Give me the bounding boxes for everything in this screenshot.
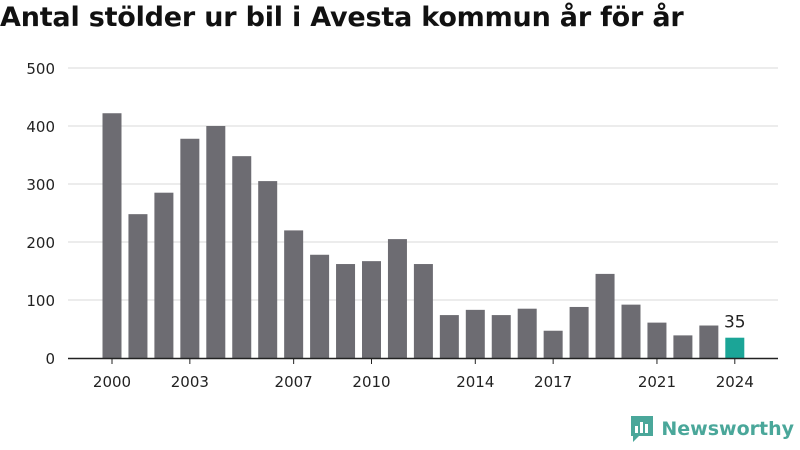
y-tick-label: 200	[26, 234, 55, 252]
bar-2012	[413, 264, 433, 358]
newsworthy-logo-icon	[631, 416, 654, 442]
x-tick-label: 2021	[638, 373, 676, 391]
x-tick-label: 2007	[275, 373, 313, 391]
bar-2005	[232, 156, 252, 358]
bar-2017	[543, 330, 563, 358]
bar-2007	[284, 230, 304, 358]
bar-2021	[647, 322, 667, 358]
bar-2004	[206, 126, 226, 358]
data-label: 35	[724, 313, 746, 333]
y-tick-label: 0	[45, 350, 55, 368]
bar-2000	[102, 113, 122, 359]
bar-2022	[673, 335, 693, 358]
chart-title: Antal stölder ur bil i Avesta kommun år …	[0, 2, 684, 33]
bar-2014	[465, 309, 485, 358]
bar-2023	[699, 325, 719, 358]
bar-2010	[362, 261, 381, 358]
x-tick-label: 2024	[716, 373, 754, 391]
bar-2015	[491, 315, 511, 358]
bar-2019	[595, 273, 615, 358]
bar-2006	[258, 181, 278, 358]
x-tick-label: 2014	[456, 373, 494, 391]
bar-2008	[310, 254, 330, 358]
bar-2002	[154, 192, 174, 358]
bar-2001	[128, 214, 148, 358]
bar-2020	[621, 304, 641, 358]
newsworthy-logo: Newsworthy	[629, 414, 794, 444]
x-tick-label: 2017	[534, 373, 572, 391]
bar-2003	[180, 138, 200, 358]
bar-2018	[569, 306, 589, 358]
x-tick-label: 2000	[93, 373, 131, 391]
y-tick-label: 100	[26, 292, 55, 310]
bar-2024	[725, 337, 745, 358]
x-tick-label: 2010	[352, 373, 390, 391]
bar-2016	[517, 308, 537, 358]
bar-2009	[336, 264, 356, 358]
bar-2011	[387, 239, 407, 358]
bar-2013	[439, 315, 459, 358]
newsworthy-logo-text: Newsworthy	[661, 418, 794, 440]
x-tick-label: 2003	[171, 373, 209, 391]
y-tick-label: 300	[26, 176, 55, 194]
y-tick-label: 500	[26, 60, 55, 78]
y-tick-label: 400	[26, 118, 55, 136]
